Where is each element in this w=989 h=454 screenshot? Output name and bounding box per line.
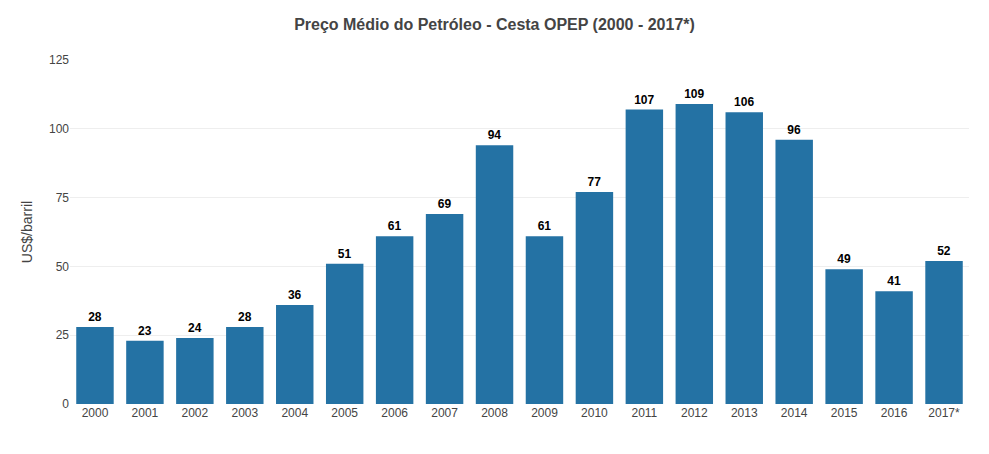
svg-text:0: 0: [62, 397, 69, 411]
svg-text:61: 61: [538, 219, 552, 233]
svg-text:2003: 2003: [231, 406, 258, 420]
svg-text:94: 94: [488, 128, 502, 142]
svg-text:107: 107: [634, 93, 654, 107]
svg-text:2014: 2014: [781, 406, 808, 420]
svg-text:2001: 2001: [132, 406, 159, 420]
svg-text:2009: 2009: [531, 406, 558, 420]
svg-text:23: 23: [138, 324, 152, 338]
svg-text:2012: 2012: [681, 406, 708, 420]
svg-text:US$/barril: US$/barril: [19, 201, 35, 263]
svg-text:77: 77: [588, 175, 602, 189]
svg-text:2013: 2013: [731, 406, 758, 420]
svg-text:28: 28: [238, 310, 252, 324]
svg-text:125: 125: [49, 53, 69, 67]
svg-text:2005: 2005: [331, 406, 358, 420]
svg-text:2015: 2015: [831, 406, 858, 420]
svg-text:109: 109: [684, 87, 704, 101]
svg-text:25: 25: [56, 328, 70, 342]
svg-text:24: 24: [188, 321, 202, 335]
svg-text:28: 28: [88, 310, 102, 324]
svg-text:2004: 2004: [281, 406, 308, 420]
svg-text:2017*: 2017*: [928, 406, 960, 420]
svg-text:50: 50: [56, 260, 70, 274]
svg-text:2002: 2002: [182, 406, 209, 420]
svg-text:96: 96: [787, 123, 801, 137]
svg-text:106: 106: [734, 95, 754, 109]
svg-text:2007: 2007: [431, 406, 458, 420]
svg-text:41: 41: [887, 274, 901, 288]
svg-text:69: 69: [438, 197, 452, 211]
svg-text:49: 49: [837, 252, 851, 266]
svg-text:2010: 2010: [581, 406, 608, 420]
svg-text:51: 51: [338, 247, 352, 261]
svg-text:100: 100: [49, 122, 69, 136]
svg-text:52: 52: [937, 244, 951, 258]
svg-text:36: 36: [288, 288, 302, 302]
svg-text:Preço Médio do Petróleo - Cest: Preço Médio do Petróleo - Cesta OPEP (20…: [294, 16, 695, 33]
svg-text:2000: 2000: [82, 406, 109, 420]
svg-text:2016: 2016: [881, 406, 908, 420]
svg-text:2006: 2006: [381, 406, 408, 420]
svg-text:2011: 2011: [631, 406, 657, 420]
svg-text:61: 61: [388, 219, 402, 233]
svg-text:75: 75: [56, 191, 70, 205]
svg-text:2008: 2008: [481, 406, 508, 420]
